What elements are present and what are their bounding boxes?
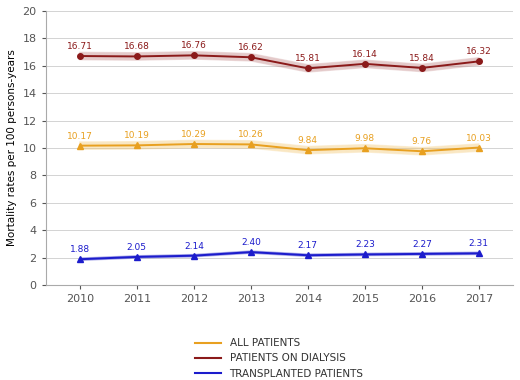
Text: 10.26: 10.26 xyxy=(238,130,264,139)
Text: 9.84: 9.84 xyxy=(298,136,318,145)
Text: 16.68: 16.68 xyxy=(124,43,150,52)
Text: 15.81: 15.81 xyxy=(295,54,321,63)
Text: 16.62: 16.62 xyxy=(238,43,264,52)
Text: 9.76: 9.76 xyxy=(412,137,432,146)
Text: 10.29: 10.29 xyxy=(181,130,207,139)
Text: 16.76: 16.76 xyxy=(181,41,207,51)
Legend: ALL PATIENTS, PATIENTS ON DIALYSIS, TRANSPLANTED PATIENTS: ALL PATIENTS, PATIENTS ON DIALYSIS, TRAN… xyxy=(191,334,368,380)
Text: 9.98: 9.98 xyxy=(355,134,375,143)
Text: 2.05: 2.05 xyxy=(127,243,147,252)
Text: 2.23: 2.23 xyxy=(355,241,375,250)
Text: 16.71: 16.71 xyxy=(67,42,93,51)
Text: 10.19: 10.19 xyxy=(124,131,150,141)
Text: 15.84: 15.84 xyxy=(409,54,435,63)
Text: 2.27: 2.27 xyxy=(412,240,432,249)
Text: 2.40: 2.40 xyxy=(241,238,261,247)
Text: 10.03: 10.03 xyxy=(466,134,492,142)
Text: 10.17: 10.17 xyxy=(67,132,93,141)
Text: 16.32: 16.32 xyxy=(466,48,492,56)
Text: 2.17: 2.17 xyxy=(298,241,318,250)
Y-axis label: Mortality rates per 100 persons-years: Mortality rates per 100 persons-years xyxy=(7,49,17,246)
Text: 16.14: 16.14 xyxy=(352,50,378,59)
Text: 2.14: 2.14 xyxy=(184,242,204,251)
Text: 2.31: 2.31 xyxy=(469,239,489,249)
Text: 1.88: 1.88 xyxy=(70,245,90,254)
